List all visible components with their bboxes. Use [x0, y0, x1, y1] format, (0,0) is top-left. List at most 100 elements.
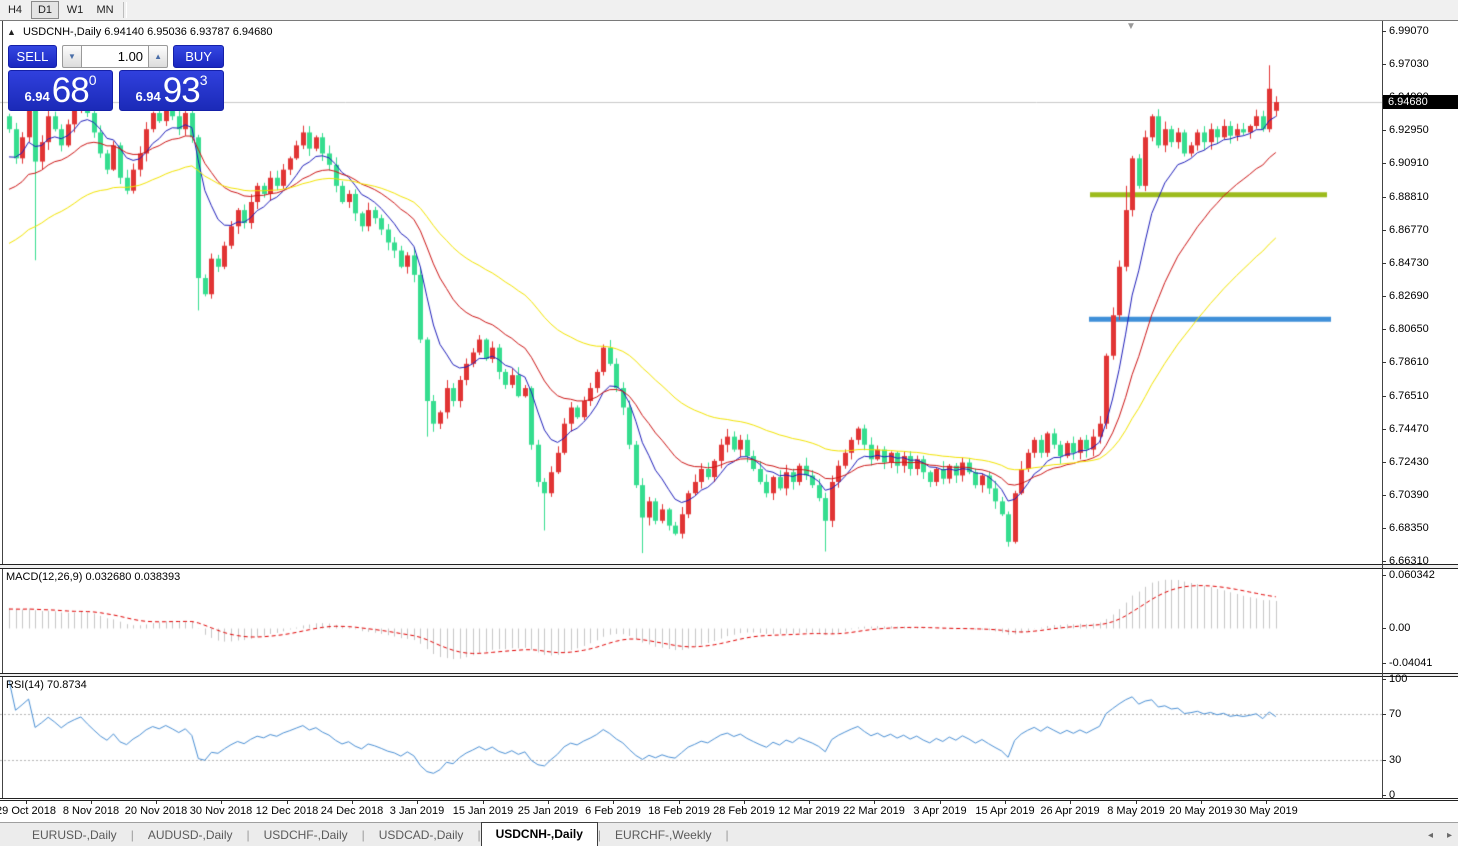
rsi-axis-label: 30 — [1389, 754, 1402, 766]
buy-button[interactable]: BUY — [173, 45, 224, 68]
sell-price-display[interactable]: 6.94 68 0 — [8, 70, 113, 111]
price-chart-canvas[interactable] — [0, 21, 1382, 564]
price-axis-tick — [1382, 197, 1386, 198]
rsi-indicator-label: RSI(14) 70.8734 — [6, 679, 87, 691]
time-axis-tick — [483, 801, 484, 804]
timeframe-button-d1[interactable]: D1 — [31, 1, 59, 19]
price-axis-tick — [1382, 64, 1386, 65]
price-axis-label: 6.82690 — [1389, 290, 1429, 302]
time-axis-tick — [287, 801, 288, 804]
price-axis-tick — [1382, 329, 1386, 330]
timeframe-toolbar: H4 D1 W1 MN — [0, 0, 1458, 20]
tab-separator: | — [597, 828, 602, 842]
chart-tab-usdcad[interactable]: USDCAD-,Daily — [378, 828, 464, 842]
chart-frame-left — [2, 21, 3, 799]
time-axis-label: 30 May 2019 — [1234, 805, 1298, 817]
volume-input[interactable] — [82, 45, 149, 68]
tab-scroll-right-icon[interactable]: ▸ — [1446, 830, 1452, 841]
macd-axis-tick — [1382, 575, 1386, 576]
pane-splitter-macd[interactable] — [0, 564, 1458, 569]
chart-ohlc-values: 6.94140 6.95036 6.93787 6.94680 — [104, 26, 273, 38]
macd-axis-tick — [1382, 628, 1386, 629]
current-price-badge: 6.94680 — [1383, 95, 1458, 109]
time-axis-label: 15 Apr 2019 — [975, 805, 1035, 817]
time-axis-label: 12 Dec 2018 — [255, 805, 319, 817]
price-axis-tick — [1382, 230, 1386, 231]
time-axis-label: 3 Jan 2019 — [389, 805, 445, 817]
tab-scroll-left-icon[interactable]: ◂ — [1427, 830, 1433, 841]
chart-tab-usdchf[interactable]: USDCHF-,Daily — [263, 828, 348, 842]
time-axis-label: 26 Apr 2019 — [1040, 805, 1100, 817]
volume-decrease-icon[interactable]: ▼ — [61, 45, 83, 68]
scroll-to-end-icon[interactable]: ▼ — [1126, 21, 1136, 32]
rsi-pane-canvas[interactable] — [0, 677, 1382, 799]
buy-price-prefix: 6.94 — [135, 89, 161, 104]
time-axis-tick — [744, 801, 745, 804]
price-axis-label: 6.74470 — [1389, 423, 1429, 435]
time-axis-tick — [352, 801, 353, 804]
volume-increase-icon[interactable]: ▲ — [148, 45, 169, 68]
price-axis-tick — [1382, 130, 1386, 131]
time-axis-label: 29 Oct 2018 — [0, 805, 56, 817]
time-axis-label: 20 May 2019 — [1169, 805, 1233, 817]
buy-price-display[interactable]: 6.94 93 3 — [119, 70, 224, 111]
price-axis-label: 6.88810 — [1389, 191, 1429, 203]
buy-price-point: 3 — [199, 72, 208, 88]
price-axis-tick — [1382, 495, 1386, 496]
chart-title: ▲ USDCNH-,Daily 6.94140 6.95036 6.93787 … — [7, 26, 273, 38]
macd-axis-label: 0.060342 — [1389, 569, 1435, 581]
time-axis-tick — [1005, 801, 1006, 804]
timeframe-button-h4[interactable]: H4 — [1, 1, 29, 19]
time-axis-tick — [156, 801, 157, 804]
time-axis-label: 3 Apr 2019 — [913, 805, 967, 817]
sell-price-main: 68 — [51, 71, 90, 110]
price-axis-label: 6.80650 — [1389, 323, 1429, 335]
chart-tab-usdcnh[interactable]: USDCNH-,Daily — [480, 822, 598, 846]
price-axis-tick — [1382, 561, 1386, 562]
macd-pane-canvas[interactable] — [0, 569, 1382, 673]
timeframe-button-mn[interactable]: MN — [91, 1, 119, 19]
time-axis-tick — [417, 801, 418, 804]
time-axis-tick — [1070, 801, 1071, 804]
rsi-axis-label: 0 — [1389, 789, 1396, 801]
time-axis-label: 12 Mar 2019 — [778, 805, 840, 817]
pane-splitter-rsi[interactable] — [0, 673, 1458, 677]
time-axis-label: 20 Nov 2018 — [124, 805, 188, 817]
time-axis-tick — [809, 801, 810, 804]
rsi-axis-tick — [1382, 714, 1386, 715]
time-axis-label: 8 May 2019 — [1107, 805, 1165, 817]
price-axis-label: 6.78610 — [1389, 356, 1429, 368]
macd-indicator-label: MACD(12,26,9) 0.032680 0.038393 — [6, 571, 181, 583]
chart-tab-eurchf[interactable]: EURCHF-,Weekly — [615, 828, 712, 842]
chart-tab-eurusd[interactable]: EURUSD-,Daily — [32, 828, 117, 842]
rsi-axis-tick — [1382, 795, 1386, 796]
time-axis-tick — [940, 801, 941, 804]
time-axis-tick — [874, 801, 875, 804]
chart-tab-audusd[interactable]: AUDUSD-,Daily — [147, 828, 233, 842]
time-axis-label: 28 Feb 2019 — [713, 805, 775, 817]
sell-button[interactable]: SELL — [8, 45, 57, 68]
time-axis-tick — [221, 801, 222, 804]
macd-axis-tick — [1382, 663, 1386, 664]
toolbar-separator — [123, 2, 127, 18]
price-axis-tick — [1382, 296, 1386, 297]
price-axis-label: 6.70390 — [1389, 489, 1429, 501]
time-axis[interactable]: 29 Oct 2018 8 Nov 2018 20 Nov 2018 30 Nov 2… — [0, 801, 1458, 822]
time-axis-label: 8 Nov 2018 — [62, 805, 120, 817]
sell-price-point: 0 — [88, 72, 97, 88]
price-axis-tick — [1382, 396, 1386, 397]
chart-frame-bottom — [0, 798, 1458, 801]
timeframe-button-w1[interactable]: W1 — [61, 1, 89, 19]
price-axis-label: 6.66310 — [1389, 555, 1429, 567]
time-axis-tick — [548, 801, 549, 804]
rsi-axis-tick — [1382, 760, 1386, 761]
chart-symbol-label: USDCNH-,Daily — [22, 26, 102, 38]
time-axis-label: 30 Nov 2018 — [189, 805, 253, 817]
price-axis-label: 6.86770 — [1389, 224, 1429, 236]
symbol-marker-icon: ▲ — [7, 27, 16, 37]
sell-price-prefix: 6.94 — [24, 89, 50, 104]
price-axis-label: 6.68350 — [1389, 522, 1429, 534]
price-axis-tick — [1382, 528, 1386, 529]
time-axis-tick — [26, 801, 27, 804]
